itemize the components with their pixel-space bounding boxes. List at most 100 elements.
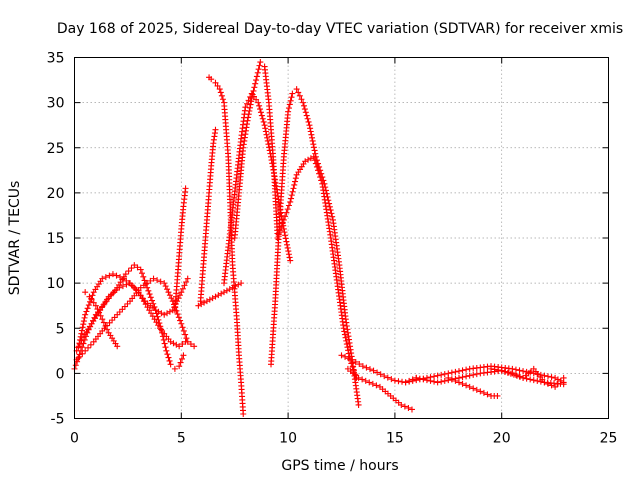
- data-point: [191, 343, 198, 350]
- data-point: [321, 180, 328, 187]
- data-point: [89, 292, 96, 299]
- data-point: [171, 365, 178, 372]
- data-point: [255, 99, 262, 106]
- data-point: [388, 376, 395, 383]
- data-point: [170, 340, 177, 347]
- data-point: [301, 106, 308, 113]
- data-point: [548, 382, 555, 389]
- x-tick-label: 15: [386, 431, 404, 447]
- data-point: [289, 90, 296, 97]
- data-point: [505, 369, 512, 376]
- data-point: [312, 150, 319, 157]
- series-arc-4: [73, 275, 198, 363]
- y-tick-labels: -5 0 5 10 15 20 25 30 35: [47, 51, 65, 428]
- data-point: [140, 298, 147, 305]
- data-point: [254, 69, 261, 76]
- data-point: [212, 79, 219, 86]
- data-point: [409, 377, 416, 384]
- data-point: [184, 338, 191, 345]
- y-axis-label: SDTVAR / TECUs: [7, 181, 23, 296]
- data-point: [284, 206, 291, 213]
- data-point: [310, 141, 317, 148]
- data-point: [494, 392, 501, 399]
- data-point: [162, 283, 169, 290]
- data-point: [310, 144, 317, 151]
- data-point: [258, 112, 265, 119]
- data-point: [80, 321, 87, 328]
- data-point: [312, 153, 319, 160]
- data-point: [81, 314, 88, 321]
- data-point: [286, 101, 293, 108]
- data-point: [405, 404, 412, 411]
- data-point: [288, 192, 295, 199]
- x-tick-label: 20: [493, 431, 511, 447]
- y-tick-label: 25: [47, 141, 65, 157]
- data-point: [292, 178, 299, 185]
- data-point: [158, 326, 165, 333]
- data-point: [452, 368, 459, 375]
- data-point: [441, 377, 448, 384]
- data-point: [326, 203, 333, 210]
- data-point: [362, 377, 369, 384]
- data-point: [122, 271, 129, 278]
- data-point: [116, 284, 123, 291]
- data-point: [218, 92, 225, 99]
- data-point: [144, 280, 151, 287]
- data-point: [78, 327, 85, 334]
- data-point: [148, 310, 155, 317]
- data-point: [180, 327, 187, 334]
- data-point: [252, 80, 259, 87]
- data-point: [285, 105, 292, 112]
- data-point: [176, 292, 183, 299]
- data-point: [180, 352, 187, 359]
- data-point: [179, 285, 186, 292]
- data-point: [167, 361, 174, 368]
- y-tick-label: 20: [47, 186, 65, 202]
- data-point: [88, 296, 95, 303]
- data-point: [395, 378, 402, 385]
- data-point: [144, 304, 151, 311]
- data-point: [282, 235, 289, 242]
- data-point: [381, 373, 388, 380]
- data-point: [82, 347, 89, 354]
- y-tick-label: -5: [51, 412, 65, 428]
- data-point: [99, 275, 106, 282]
- data-point: [560, 374, 567, 381]
- data-point: [491, 366, 498, 373]
- data-point: [124, 300, 131, 307]
- data-point: [179, 341, 186, 348]
- data-point: [317, 167, 324, 174]
- data-point: [554, 380, 561, 387]
- data-point: [329, 213, 336, 220]
- data-point: [282, 213, 289, 220]
- data-point: [184, 275, 191, 282]
- data-point: [552, 383, 559, 390]
- data-point: [96, 309, 103, 316]
- data-point: [242, 104, 249, 111]
- data-point: [287, 257, 294, 264]
- data-point: [328, 210, 335, 217]
- data-point: [541, 372, 548, 379]
- data-point: [431, 373, 438, 380]
- data-point: [359, 363, 366, 370]
- data-point: [137, 284, 144, 291]
- data-point: [307, 125, 314, 132]
- y-tick-label: 5: [56, 321, 65, 337]
- data-point: [250, 93, 257, 100]
- data-point: [261, 122, 268, 129]
- data-point: [290, 185, 297, 192]
- data-point: [257, 59, 264, 66]
- data-point: [79, 350, 86, 357]
- data-point: [173, 341, 180, 348]
- series-arc-11: [221, 90, 294, 287]
- data-point: [282, 232, 289, 239]
- data-point: [445, 374, 452, 381]
- data-point: [166, 308, 173, 315]
- data-point: [289, 188, 296, 195]
- data-point: [109, 271, 116, 278]
- data-point: [226, 286, 233, 293]
- data-point: [287, 97, 294, 104]
- data-point: [266, 144, 273, 151]
- data-point: [366, 366, 373, 373]
- data-point: [459, 367, 466, 374]
